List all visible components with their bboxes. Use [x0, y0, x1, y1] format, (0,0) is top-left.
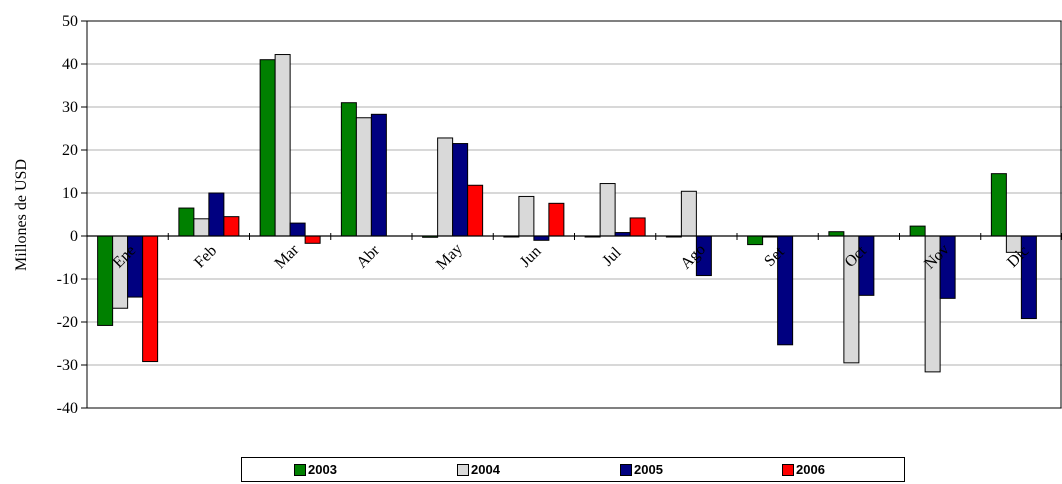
bar-2004-Mar: [274, 54, 291, 237]
legend-swatch: [620, 463, 632, 476]
bar-2003-Set: [747, 235, 764, 246]
legend-label: 2005: [634, 462, 663, 477]
bar-2006-Mar: [304, 235, 321, 244]
bar-2003-Abr: [340, 102, 357, 237]
legend-label: 2003: [308, 462, 337, 477]
y-tick-label: 40: [62, 56, 78, 73]
bar-2005-May: [452, 143, 469, 237]
x-tick-label: May: [433, 240, 466, 273]
bar-2005-Mar: [289, 222, 306, 237]
x-tick-label: Jul: [599, 244, 625, 270]
grid-lines: [87, 20, 1062, 409]
legend-label: 2006: [796, 462, 825, 477]
bar-2004-Abr: [355, 117, 372, 237]
bar-2004-Jun: [518, 195, 535, 237]
bar-2006-May: [467, 184, 484, 237]
legend: 2003 2004 2005 2006: [241, 457, 905, 482]
legend-swatch: [457, 463, 469, 476]
legend-item-2006: 2006: [782, 462, 825, 478]
x-tick-label: Jun: [517, 243, 545, 271]
legend-label: 2004: [471, 462, 500, 477]
y-tick-label: 0: [70, 228, 78, 245]
bar-2004-May: [437, 137, 454, 237]
bars: [97, 54, 1037, 373]
bar-2004-Ago: [680, 190, 697, 237]
bar-2004-Feb: [193, 218, 210, 237]
bar-2006-Feb: [223, 216, 240, 237]
bar-2006-Jun: [548, 202, 565, 237]
y-tick-labels: -40 -30 -20 -10 0 10 20 30 40 50: [57, 13, 87, 417]
y-tick-label: 10: [62, 185, 78, 202]
x-tick-label: Mar: [272, 241, 303, 272]
legend-item-2003: 2003: [294, 462, 337, 478]
bar-2003-Feb: [178, 207, 195, 237]
bar-2005-Abr: [370, 113, 387, 237]
bar-2004-Jul: [599, 183, 616, 237]
y-tick-label: 20: [62, 142, 78, 159]
legend-swatch: [782, 463, 794, 476]
bar-2003-Ene: [97, 235, 114, 326]
bar-2003-Nov: [909, 225, 926, 237]
bar-2003-Dic: [990, 173, 1007, 237]
axes: [86, 20, 1062, 409]
bar-2006-Ene: [142, 235, 159, 363]
y-tick-label: -30: [57, 357, 78, 374]
y-tick-label: 30: [62, 99, 78, 116]
x-tick-label: Abr: [353, 242, 383, 272]
legend-item-2005: 2005: [620, 462, 663, 478]
bar-2003-Mar: [259, 59, 276, 237]
bar-2003-Oct: [828, 231, 845, 237]
y-tick-label: 50: [62, 13, 78, 30]
y-tick-label: -10: [57, 271, 78, 288]
x-tick-labels: Ene Feb Mar Abr May Jun Jul Ago Set Oct Nov Dic: [110, 233, 1062, 273]
bar-2005-Jun: [533, 235, 550, 241]
legend-swatch: [294, 463, 306, 476]
y-tick-label: -40: [57, 400, 78, 417]
legend-item-2004: 2004: [457, 462, 500, 478]
plot-area-border: [86, 20, 1062, 409]
bar-2005-Oct: [858, 235, 875, 296]
y-tick-label: -20: [57, 314, 78, 331]
bar-2006-Jul: [629, 217, 646, 237]
bar-2005-Feb: [208, 192, 225, 237]
x-tick-label: Feb: [191, 242, 220, 271]
y-axis-label: Millones de USD: [13, 159, 30, 271]
